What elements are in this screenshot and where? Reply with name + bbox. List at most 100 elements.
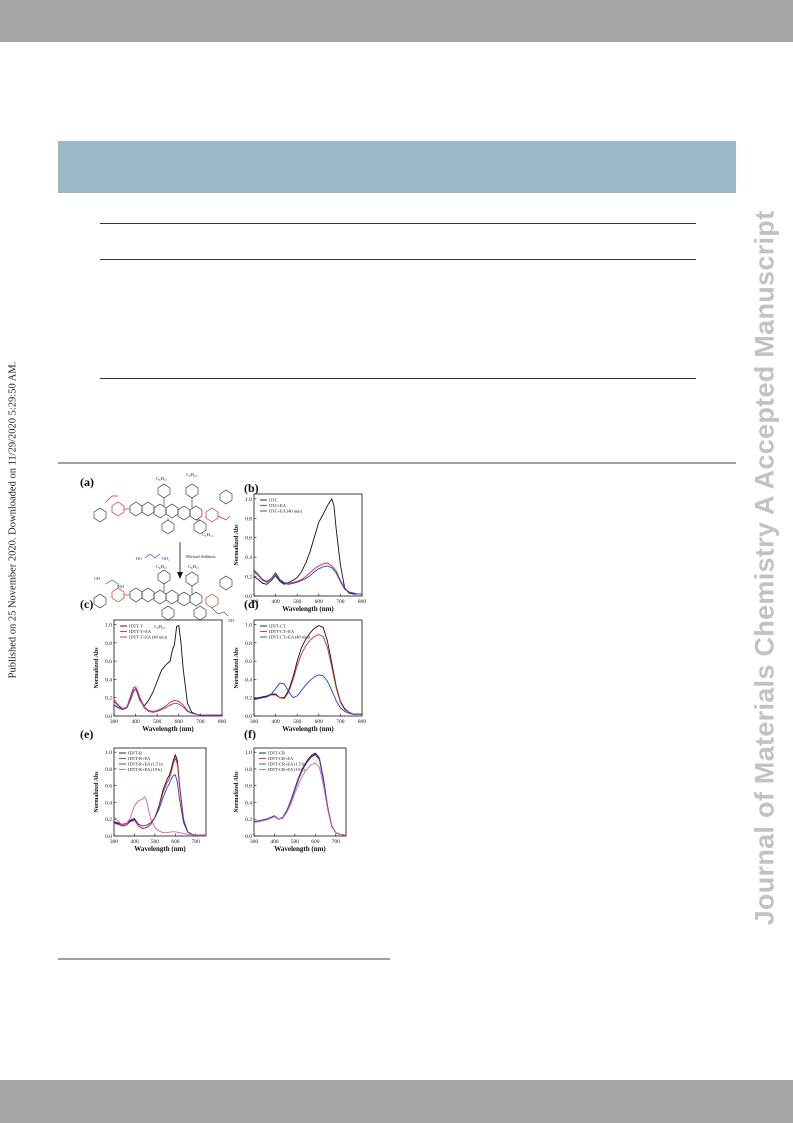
x-tick-label: 400 [271, 719, 280, 725]
legend-label: IDTT-CT+EA [269, 629, 295, 634]
legend-label: IDTT-T [129, 624, 143, 629]
x-tick-label: 600 [171, 839, 180, 845]
x-tick-label: 800 [358, 599, 367, 605]
oh-label: OH [94, 576, 100, 581]
y-tick-label: 0.8 [105, 641, 112, 647]
series-line [113, 796, 206, 836]
plot-frame [253, 747, 347, 837]
itic-end-group-left [105, 495, 130, 517]
plot-frame [253, 493, 363, 597]
y-tick-label: 1.0 [105, 623, 112, 629]
y-tick-label: 0.2 [245, 696, 252, 702]
x-tick-label: 500 [293, 719, 302, 725]
y-tick-label: 0.6 [105, 659, 112, 665]
panel-label: (d) [244, 597, 259, 611]
alkyl-label: C₆H₁₃ [202, 532, 213, 537]
x-tick-label: 700 [336, 719, 345, 725]
plot-frame [113, 747, 207, 837]
table-bottom-rule [100, 378, 696, 379]
panel-label: (e) [80, 727, 93, 741]
bottom-banner [0, 1080, 793, 1123]
legend-label: ITIC+EA (40 min) [269, 509, 302, 514]
legend-label: IDTT-T+EA [129, 629, 152, 634]
phenyl-end-right [219, 489, 233, 505]
x-axis-label: Wavelength (nm) [274, 845, 326, 853]
x-tick-label: 600 [175, 719, 184, 725]
panel-label: (c) [80, 597, 93, 611]
x-tick-label: 400 [131, 719, 140, 725]
chart-panel-f: (f) 300 400 500 600 700 0.0 0.2 0.4 0.6 0.8 1.0 Wave… [234, 727, 347, 853]
x-tick-label: 700 [336, 599, 345, 605]
reagent-ho: HO [136, 556, 142, 561]
x-tick-label: 700 [332, 839, 341, 845]
reagent-chain [144, 553, 161, 559]
y-tick-label: 0.0 [245, 834, 252, 840]
y-tick-label: 0.8 [245, 767, 252, 773]
panel-a-label: (a) [80, 475, 94, 489]
phenyl-end-left [93, 507, 107, 523]
y-tick-label: 0.8 [105, 767, 112, 773]
x-tick-label: 300 [110, 719, 119, 725]
x-tick-label: 700 [192, 839, 201, 845]
panel-label: (f) [244, 727, 256, 741]
panel-a-scheme: (a) [80, 472, 234, 629]
series-line [113, 688, 222, 716]
x-tick-label: 500 [153, 719, 162, 725]
nh-label: NH [118, 584, 124, 589]
published-date-text: Published on 25 November 2020. Downloade… [7, 361, 19, 679]
x-axis-label: Wavelength (nm) [142, 725, 194, 733]
y-axis-label: Normalized Abs [234, 524, 240, 566]
y-tick-label: 0.6 [245, 784, 252, 790]
legend-label: ITIC [269, 498, 278, 503]
adduct-molecule [129, 569, 207, 621]
x-tick-label: 800 [218, 719, 227, 725]
x-tick-label: 600 [315, 719, 324, 725]
series-line [253, 674, 362, 715]
legend-label: IDTT-R+EA (1.5 h) [128, 762, 163, 767]
chart-panel-e: (e) 300 400 500 600 700 0.0 0.2 0.4 0.6 0.8 1.0 Wave… [80, 727, 207, 853]
table-top-rule [100, 223, 696, 224]
series-line [253, 634, 362, 715]
y-tick-label: 0.6 [245, 536, 252, 542]
x-tick-label: 400 [271, 599, 280, 605]
y-axis-label: Normalized Abs [94, 647, 100, 689]
table-header-rule [100, 259, 696, 260]
chart-panel-b: (b) 300 400 500 600 700 800 0.0 0.2 0.4 0.6 0.8 1.0 W… [234, 481, 366, 613]
journal-watermark-text: Journal of Materials Chemistry A Accepte… [749, 210, 780, 926]
y-axis-label: Normalized Abs [94, 771, 100, 813]
x-tick-label: 600 [311, 839, 320, 845]
y-tick-label: 0.4 [245, 555, 252, 561]
x-tick-label: 300 [250, 719, 259, 725]
x-tick-label: 600 [315, 599, 324, 605]
absorption-charts: (b) 300 400 500 600 700 800 0.0 0.2 0.4 0.6 0.8 1.0 W… [80, 481, 366, 853]
y-tick-label: 0.4 [105, 677, 112, 683]
itic-end-group-right [205, 507, 231, 523]
adduct-end-right [205, 593, 219, 609]
alkyl-label: C₆H₁₃ [154, 624, 165, 629]
reaction-label: Michael Addition [186, 554, 216, 559]
itic-molecule [129, 483, 207, 535]
figure-canvas: (a) [80, 472, 366, 853]
y-tick-label: 0.8 [245, 516, 252, 522]
alkyl-label: C₆H₁₃ [186, 472, 197, 477]
legend-label: IDTT-T+EA (40 min) [129, 635, 168, 640]
legend-label: IDTT-CR+EA (1.5 h) [268, 762, 306, 767]
series-line [253, 498, 362, 595]
y-tick-label: 0.0 [105, 834, 112, 840]
chart-panel-d: (d)300 400 500 600 700 8000.00.20.40.60.81.0W… [234, 597, 366, 733]
alkyl-label: C₆H₁₃ [156, 564, 167, 569]
y-tick-label: 0.2 [245, 817, 252, 823]
adduct-phenyl [93, 575, 233, 609]
y-tick-label: 0.4 [245, 677, 252, 683]
y-tick-label: 0.4 [245, 800, 252, 806]
legend-label: IDTT-CT [269, 624, 286, 629]
x-axis-label: Wavelength (nm) [282, 605, 334, 613]
legend-label: ITIC+EA [269, 503, 287, 508]
publication-note: Published on 25 November 2020. Downloade… [0, 0, 26, 1123]
y-tick-label: 1.0 [245, 750, 252, 756]
x-tick-label: 700 [196, 719, 205, 725]
x-tick-label: 800 [358, 719, 367, 725]
x-tick-label: 400 [130, 839, 139, 845]
series-line [113, 774, 206, 836]
panel-label: (b) [244, 481, 259, 495]
